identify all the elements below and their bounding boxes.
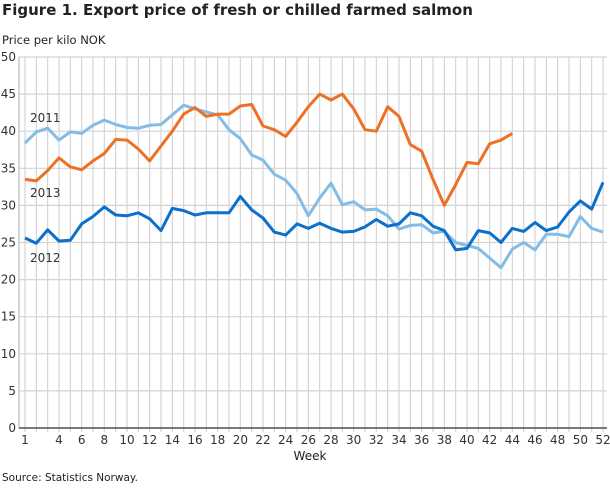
x-tick-label: 40 — [459, 433, 474, 447]
x-tick-label: 52 — [595, 433, 610, 447]
x-tick-label: 1 — [21, 433, 29, 447]
y-tick-label: 10 — [1, 347, 16, 361]
y-tick-label: 45 — [1, 87, 16, 101]
series-label-2011: 2011 — [30, 111, 61, 125]
x-tick-label: 16 — [187, 433, 202, 447]
x-tick-label: 14 — [165, 433, 180, 447]
x-tick-label: 30 — [346, 433, 361, 447]
x-tick-label: 22 — [255, 433, 270, 447]
x-tick-label: 50 — [573, 433, 588, 447]
y-tick-label: 5 — [8, 384, 16, 398]
x-tick-label: 6 — [78, 433, 86, 447]
y-tick-label: 40 — [1, 124, 16, 138]
y-tick-label: 25 — [1, 236, 16, 250]
y-tick-label: 20 — [1, 273, 16, 287]
series-label-2012: 2012 — [30, 251, 61, 265]
series-line-2012 — [24, 181, 605, 252]
x-tick-label: 28 — [323, 433, 338, 447]
source-note: Source: Statistics Norway. — [2, 472, 138, 484]
x-tick-label: 32 — [369, 433, 384, 447]
x-tick-label: 18 — [210, 433, 225, 447]
x-tick-label: 36 — [414, 433, 429, 447]
y-axis-label: Price per kilo NOK — [2, 33, 106, 47]
y-tick-label: 50 — [1, 50, 16, 64]
y-tick-label: 15 — [1, 310, 16, 324]
y-tick-label: 0 — [8, 421, 16, 435]
x-tick-label: 44 — [505, 433, 520, 447]
x-tick-label: 4 — [55, 433, 63, 447]
x-tick-label: 42 — [482, 433, 497, 447]
x-tick-label: 26 — [301, 433, 316, 447]
x-tick-label: 48 — [550, 433, 565, 447]
x-tick-label: 20 — [233, 433, 248, 447]
series-line-2013 — [24, 92, 514, 207]
x-tick-label: 46 — [527, 433, 542, 447]
y-tick-label: 30 — [1, 198, 16, 212]
series-line-2011 — [23, 103, 604, 270]
x-tick-label: 38 — [437, 433, 452, 447]
x-tick-label: 24 — [278, 433, 293, 447]
series-label-2013: 2013 — [30, 186, 61, 200]
x-tick-label: 10 — [119, 433, 134, 447]
x-tick-label: 34 — [391, 433, 406, 447]
y-tick-label: 35 — [1, 161, 16, 175]
x-tick-label: 12 — [142, 433, 157, 447]
chart-title: Figure 1. Export price of fresh or chill… — [2, 1, 473, 19]
x-tick-label: 8 — [101, 433, 109, 447]
x-axis-label: Week — [293, 449, 327, 463]
